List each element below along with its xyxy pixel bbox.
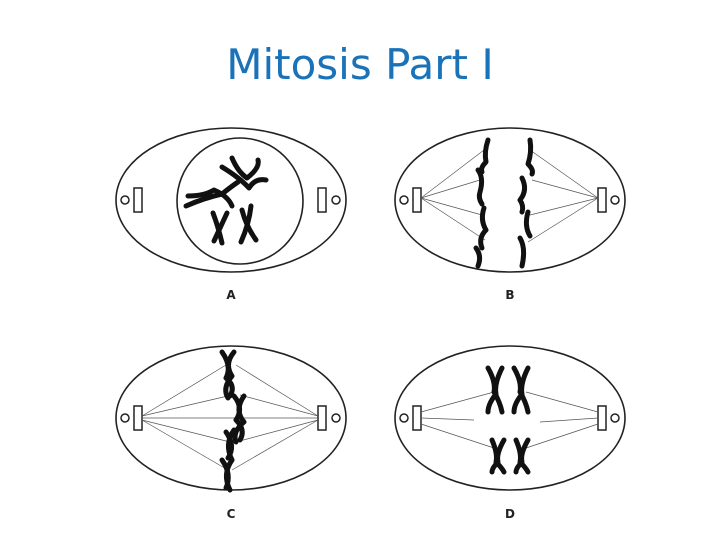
cell-membrane-b — [394, 127, 626, 273]
centrosome-left-b — [399, 187, 422, 213]
spindle-fibers-b — [420, 149, 599, 243]
panel-b: B — [394, 127, 626, 302]
chromosomes-b — [473, 137, 535, 269]
page-title: Mitosis Part I — [226, 40, 494, 89]
centrosome-right-b — [597, 187, 620, 213]
centrosome-left-c — [120, 405, 143, 431]
panel-d: D — [394, 345, 626, 521]
cell-membrane-d — [394, 345, 626, 491]
cell-membrane-a — [115, 127, 347, 273]
panel-label-d: D — [505, 507, 515, 521]
panel-label-b: B — [505, 288, 514, 302]
centrosome-left-d — [399, 405, 422, 431]
panel-label-c: C — [227, 507, 236, 521]
nucleus-a — [176, 137, 304, 265]
panel-c: C — [115, 345, 347, 521]
chromosomes-a — [183, 155, 269, 246]
centrosome-right-c — [317, 405, 341, 431]
chromosomes-c — [219, 349, 247, 493]
centrosome-right-d — [597, 405, 620, 431]
panel-a: A — [115, 127, 347, 302]
chromosomes-d — [485, 365, 531, 475]
centrosome-right-a — [317, 187, 341, 213]
spindle-fibers-c — [141, 364, 319, 471]
centrosome-left-a — [120, 187, 143, 213]
spindle-fibers-d — [420, 391, 599, 449]
panel-label-a: A — [226, 288, 236, 302]
